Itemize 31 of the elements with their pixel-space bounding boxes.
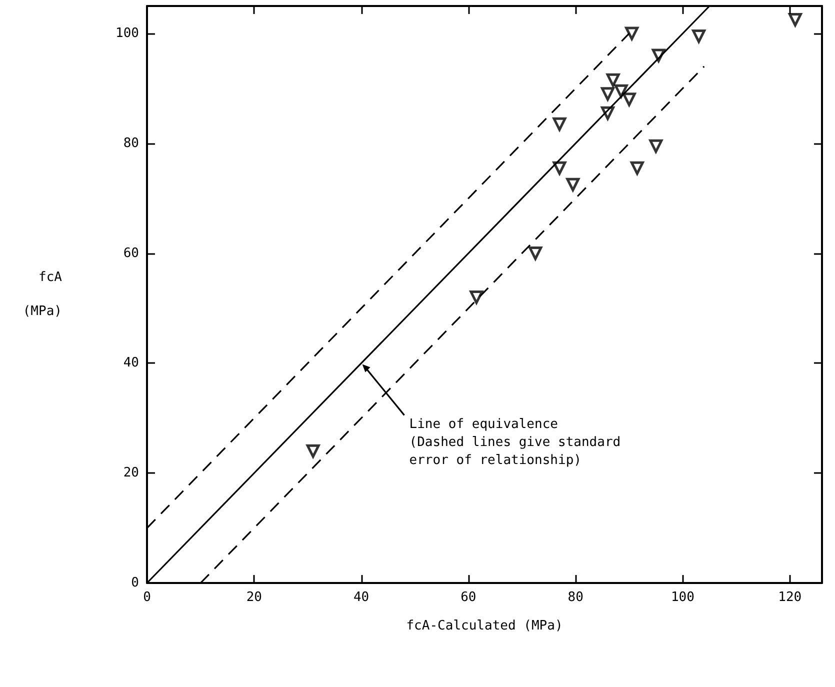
- text: fcA (MPa): [22, 270, 62, 319]
- point: [470, 290, 484, 304]
- y-tick-label: 80: [123, 136, 139, 151]
- x-axis-title: fcA-Calculated (MPa): [406, 618, 563, 634]
- point: [622, 92, 636, 106]
- point: [788, 12, 802, 26]
- point: [306, 444, 320, 458]
- point: [566, 178, 580, 192]
- y-tick-label: 60: [123, 246, 139, 261]
- point: [630, 161, 644, 175]
- x-tick-label: 40: [353, 590, 370, 605]
- x-tick-label: 100: [670, 590, 694, 605]
- point: [552, 161, 566, 175]
- point: [692, 29, 706, 43]
- annotation: Line of equivalence (Dashed lines give standard error of relationship): [409, 417, 621, 468]
- point: [600, 87, 614, 101]
- y-tick-label: 0: [131, 576, 139, 590]
- x-tick-label: 0: [143, 590, 151, 605]
- x-tick-label: 80: [568, 590, 584, 605]
- point: [614, 84, 628, 98]
- point: [528, 246, 542, 260]
- y-tick-label: 100: [116, 26, 139, 41]
- y-tick-label: 40: [123, 356, 139, 371]
- x-tick-label: 120: [778, 590, 802, 605]
- x-tick-label: 60: [460, 590, 476, 605]
- x-tick-label: 20: [246, 590, 262, 605]
- point: [606, 73, 620, 87]
- y-tick-label: 20: [123, 466, 139, 481]
- point: [649, 139, 663, 153]
- point: [552, 117, 566, 131]
- point: [625, 26, 639, 40]
